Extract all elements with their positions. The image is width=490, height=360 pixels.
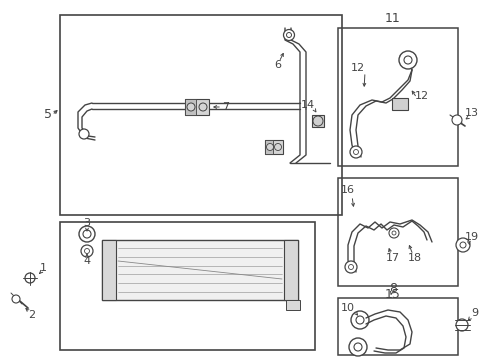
Text: 10: 10 — [341, 303, 355, 313]
Text: 12: 12 — [351, 63, 365, 73]
Bar — [102, 240, 116, 300]
Bar — [338, 298, 458, 355]
Circle shape — [187, 103, 195, 111]
Text: 12: 12 — [415, 91, 429, 101]
Bar — [338, 28, 458, 166]
Circle shape — [199, 103, 207, 111]
Circle shape — [460, 242, 466, 248]
Text: 1: 1 — [40, 263, 47, 273]
Text: 5: 5 — [44, 108, 52, 122]
Bar — [312, 115, 324, 127]
Text: 14: 14 — [301, 100, 315, 110]
Circle shape — [284, 30, 294, 40]
Circle shape — [353, 149, 359, 154]
Circle shape — [83, 230, 91, 238]
Bar — [102, 240, 298, 300]
Circle shape — [81, 245, 93, 257]
Circle shape — [274, 144, 281, 150]
Circle shape — [25, 273, 35, 283]
Text: 7: 7 — [222, 102, 229, 112]
Bar — [265, 140, 273, 154]
Bar — [60, 15, 342, 215]
Bar — [185, 99, 209, 115]
Circle shape — [349, 338, 367, 356]
Circle shape — [389, 228, 399, 238]
Bar — [60, 222, 315, 350]
Circle shape — [456, 319, 468, 331]
Text: 4: 4 — [83, 256, 91, 266]
Circle shape — [350, 146, 362, 158]
Text: 2: 2 — [28, 310, 36, 320]
Circle shape — [313, 116, 323, 126]
Bar — [392, 98, 408, 110]
Text: 3: 3 — [83, 218, 91, 228]
Circle shape — [354, 343, 362, 351]
Bar — [284, 240, 298, 300]
Text: 15: 15 — [385, 288, 401, 301]
Circle shape — [79, 129, 89, 139]
Circle shape — [84, 248, 90, 253]
Circle shape — [287, 32, 292, 37]
Circle shape — [392, 231, 396, 235]
Circle shape — [404, 56, 412, 64]
Circle shape — [12, 295, 20, 303]
Bar — [185, 99, 196, 115]
Text: 6: 6 — [274, 60, 281, 70]
Text: 13: 13 — [465, 108, 479, 118]
Text: 18: 18 — [408, 253, 422, 263]
Circle shape — [456, 238, 470, 252]
Text: 9: 9 — [471, 308, 479, 318]
Circle shape — [351, 311, 369, 329]
Circle shape — [267, 144, 273, 150]
Circle shape — [79, 226, 95, 242]
Circle shape — [345, 261, 357, 273]
Circle shape — [356, 316, 364, 324]
Bar — [286, 300, 300, 310]
Circle shape — [348, 265, 353, 270]
Text: 8: 8 — [389, 282, 397, 294]
Text: 19: 19 — [465, 232, 479, 242]
Bar — [338, 178, 458, 286]
Bar — [265, 140, 283, 154]
Text: 11: 11 — [385, 12, 401, 24]
Text: 17: 17 — [386, 253, 400, 263]
Circle shape — [399, 51, 417, 69]
Circle shape — [452, 115, 462, 125]
Text: 16: 16 — [341, 185, 355, 195]
